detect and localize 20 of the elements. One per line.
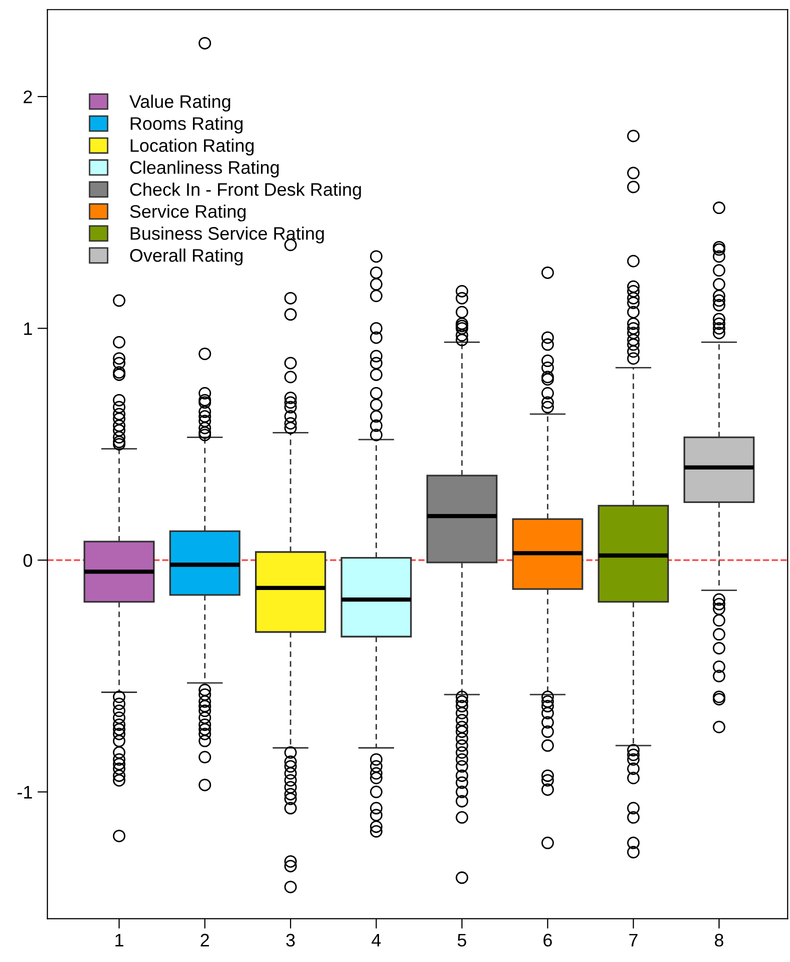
y-tick-label: -1 [18,786,32,798]
x-tick-label: 1 [115,934,124,946]
legend-label: Rooms Rating [130,116,243,134]
legend-label: Check In - Front Desk Rating [130,182,361,200]
y-tick-label: 1 [24,322,32,335]
y-tick-label: 0 [23,554,32,567]
x-tick-label: 7 [629,934,638,946]
legend-label: Value Rating [129,94,230,112]
legend-label: Location Rating [130,138,254,156]
x-tick-label: 3 [286,934,295,947]
x-tick-label: 2 [200,934,209,946]
x-tick-label: 5 [458,934,466,947]
y-tick-label: 2 [24,90,32,104]
legend-label: Cleanliness Rating [130,160,279,178]
x-tick-label: 4 [372,934,381,946]
legend-label: Business Service Rating [130,226,324,244]
legend-label: Overall Rating [130,248,243,266]
x-tick-label: 8 [714,934,724,947]
x-tick-label: 6 [544,934,552,947]
legend-label: Service Rating [130,204,246,222]
